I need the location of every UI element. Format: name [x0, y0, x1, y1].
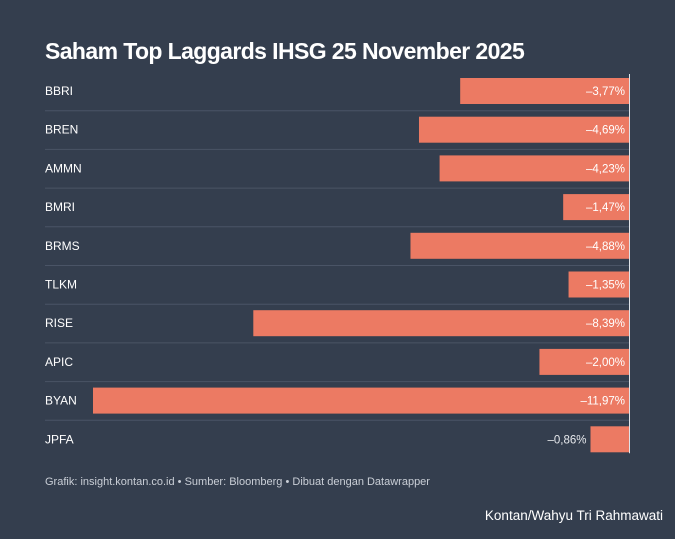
bar — [439, 155, 629, 182]
category-label: BRMS — [45, 239, 80, 253]
category-label: BREN — [45, 123, 78, 137]
source-note: Grafik: insight.kontan.co.id • Sumber: B… — [45, 476, 430, 488]
value-label: –11,97% — [580, 396, 625, 408]
value-label: –1,47% — [586, 202, 625, 214]
bar — [590, 426, 629, 453]
category-label: AMMN — [45, 161, 82, 175]
category-label: BBRI — [45, 84, 73, 98]
bar — [539, 348, 629, 375]
bar — [253, 310, 629, 337]
value-label: –4,88% — [586, 241, 625, 253]
bar — [568, 271, 629, 298]
category-label: TLKM — [45, 278, 77, 292]
value-label: –2,00% — [586, 357, 625, 369]
bar — [460, 78, 629, 104]
category-label: BYAN — [45, 394, 77, 408]
bar — [563, 194, 629, 221]
bar — [93, 387, 629, 414]
category-label: BMRI — [45, 200, 75, 214]
category-label: JPFA — [45, 432, 74, 446]
category-label: APIC — [45, 355, 73, 369]
credit: Kontan/Wahyu Tri Rahmawati — [484, 508, 663, 523]
value-label: –4,23% — [586, 163, 625, 175]
value-label: –8,39% — [586, 318, 625, 330]
bar — [410, 232, 629, 259]
bar — [418, 116, 629, 143]
value-label: –4,69% — [586, 125, 625, 137]
chart-title: Saham Top Laggards IHSG 25 November 2025 — [45, 38, 525, 64]
value-label: –1,35% — [586, 280, 625, 292]
category-label: RISE — [45, 316, 73, 330]
value-label: –3,77% — [586, 86, 625, 98]
value-label: –0,86% — [547, 434, 586, 446]
